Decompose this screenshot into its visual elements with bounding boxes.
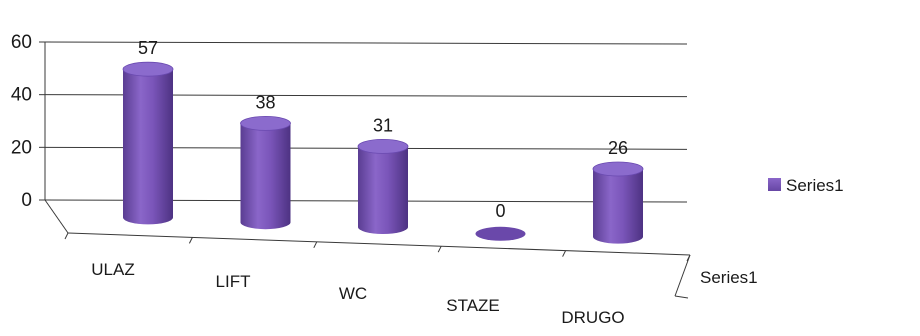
x-category-label: WC (339, 284, 367, 303)
x-tick-mark (313, 241, 318, 249)
x-tick-mark (188, 237, 193, 244)
depth-axis-label: Series1 (700, 268, 758, 287)
x-category-label: DRUGO (561, 308, 624, 327)
legend-entry: Series1 (786, 176, 844, 195)
x-axis-line (67, 232, 691, 256)
data-label: 57 (138, 38, 158, 58)
data-label: 31 (373, 115, 393, 135)
bar-cylinder-body (240, 123, 291, 230)
y-tick-label: 20 (11, 137, 32, 158)
bar-cylinder-top (592, 161, 644, 177)
bar-cylinder-flat (475, 226, 526, 241)
x-category-label: LIFT (216, 272, 251, 291)
x-tick-mark (437, 245, 442, 253)
x-category-label: STAZE (446, 296, 500, 315)
y-tick-label: 40 (11, 85, 32, 106)
depth-axis-line (674, 254, 691, 297)
data-label: 26 (608, 138, 628, 158)
y-tick-label: 60 (11, 32, 32, 53)
axes (39, 41, 691, 299)
bar-cylinder-top (240, 116, 291, 131)
x-tick-mark (562, 250, 567, 257)
bars (122, 61, 644, 244)
bar-cylinder-body (123, 69, 173, 225)
x-tick-mark (686, 254, 691, 262)
x-category-label: ULAZ (91, 260, 134, 279)
bar-cylinder-top (357, 138, 409, 154)
data-label: 0 (495, 201, 505, 221)
bar-cylinder-top (122, 61, 174, 77)
bar-cylinder-body (358, 146, 408, 234)
bar-cylinder-body (593, 169, 643, 244)
depth-axis-tick (674, 295, 689, 299)
gridline (44, 41, 688, 45)
legend: Series1 (768, 176, 844, 195)
legend-swatch (768, 178, 781, 191)
labels: 0 20 40 60 57 ULAZ 38 LIFT 31 WC 0 STAZE 26 DRUGO Seri… (11, 32, 758, 327)
data-label: 38 (255, 92, 275, 112)
y-tick-label: 0 (21, 190, 32, 211)
floor-left-edge (44, 199, 69, 234)
x-tick-mark (64, 232, 69, 240)
